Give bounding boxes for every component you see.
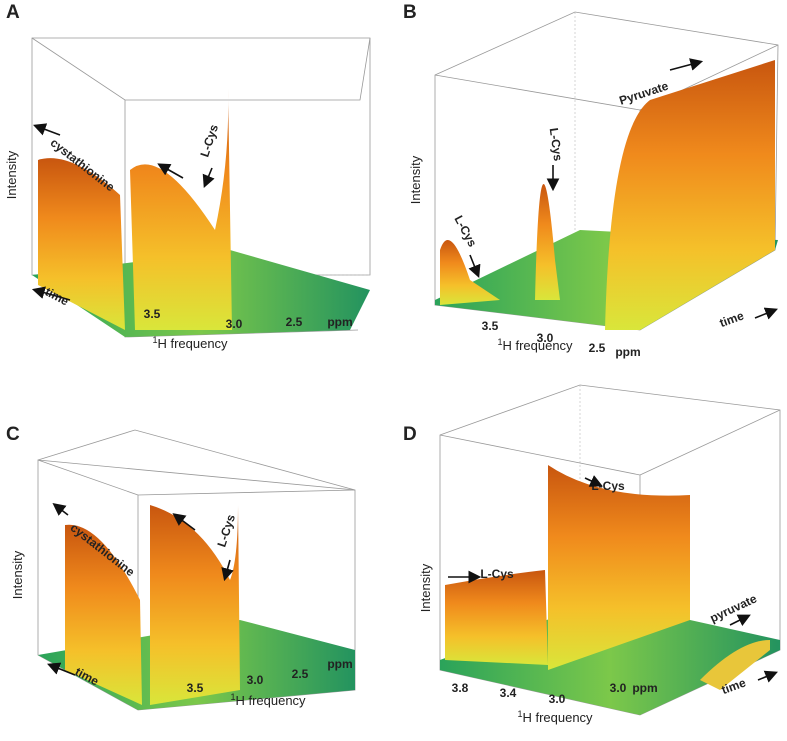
x-tick-label: 3.5 bbox=[144, 307, 161, 321]
panel-letter: B bbox=[403, 2, 417, 23]
x-tick-label: 3.0 bbox=[226, 317, 243, 331]
x-axis-label-superscript: 1 bbox=[152, 335, 157, 345]
arrow bbox=[33, 123, 61, 136]
arrow bbox=[221, 559, 234, 582]
x-axis-label: 1H frequency bbox=[152, 335, 228, 351]
panel-letter: A bbox=[6, 2, 20, 23]
arrow bbox=[584, 475, 603, 487]
panel-letter: C bbox=[6, 424, 20, 445]
arrow bbox=[47, 662, 76, 676]
arrow bbox=[729, 614, 751, 627]
x-axis-unit: ppm bbox=[327, 657, 352, 671]
x-tick-label: 2.5 bbox=[292, 667, 309, 681]
x-tick-label: 2.5 bbox=[286, 315, 303, 329]
x-tick-label: 3.0 bbox=[537, 331, 554, 345]
y-axis-label: Intensity bbox=[408, 155, 423, 204]
arrow bbox=[754, 307, 778, 320]
arrow bbox=[757, 670, 778, 683]
x-axis-label-superscript: 1 bbox=[497, 337, 502, 347]
panel-letter: D bbox=[403, 424, 417, 445]
x-axis-label-text: H frequency bbox=[522, 710, 593, 725]
annotation: L-Cys bbox=[197, 122, 221, 158]
annotation: pyruvate bbox=[708, 591, 760, 625]
arrow bbox=[202, 167, 215, 188]
annotation: L-Cys bbox=[547, 127, 566, 162]
annotation: L-Cys bbox=[214, 512, 238, 548]
x-tick-label: 3.0 bbox=[610, 681, 627, 695]
x-axis-label-text: H frequency bbox=[502, 338, 573, 353]
arrow bbox=[31, 286, 71, 301]
x-tick-label: 3.0 bbox=[247, 673, 264, 687]
x-axis-label: 1H frequency bbox=[517, 709, 593, 725]
x-tick-label: 3.0 bbox=[549, 692, 566, 706]
y-axis-label: Intensity bbox=[418, 563, 433, 612]
x-axis-label-superscript: 1 bbox=[517, 709, 522, 719]
y-axis-label: Intensity bbox=[4, 150, 19, 199]
arrow bbox=[669, 58, 704, 71]
panel-b-plot bbox=[434, 11, 779, 331]
annotation: L-Cys bbox=[480, 567, 514, 581]
arrow bbox=[157, 163, 184, 179]
annotation: L-Cys bbox=[591, 479, 625, 493]
x-tick-label: 3.4 bbox=[500, 686, 517, 700]
x-axis-unit: ppm bbox=[632, 681, 657, 695]
x-tick-label: 2.5 bbox=[589, 341, 606, 355]
panel-d-plot bbox=[439, 384, 781, 716]
arrow bbox=[468, 254, 481, 278]
x-tick-label: 3.8 bbox=[452, 681, 469, 695]
arrow bbox=[172, 513, 196, 531]
y-axis-label: Intensity bbox=[10, 550, 25, 599]
annotation: L-Cys bbox=[452, 213, 480, 249]
x-axis-label-text: H frequency bbox=[235, 693, 306, 708]
x-axis-label: 1H frequency bbox=[497, 337, 573, 353]
x-axis-label-superscript: 1 bbox=[230, 692, 235, 702]
annotation: time bbox=[718, 308, 746, 330]
x-tick-label: 3.5 bbox=[482, 319, 499, 333]
x-axis-label-text: H frequency bbox=[157, 336, 228, 351]
x-tick-label: 3.5 bbox=[187, 681, 204, 695]
arrow bbox=[52, 503, 69, 516]
x-axis-unit: ppm bbox=[615, 345, 640, 359]
panel-c-plot bbox=[37, 429, 356, 711]
x-axis-unit: ppm bbox=[327, 315, 352, 329]
x-axis-label: 1H frequency bbox=[230, 692, 306, 708]
panel-a-plot bbox=[31, 37, 371, 338]
